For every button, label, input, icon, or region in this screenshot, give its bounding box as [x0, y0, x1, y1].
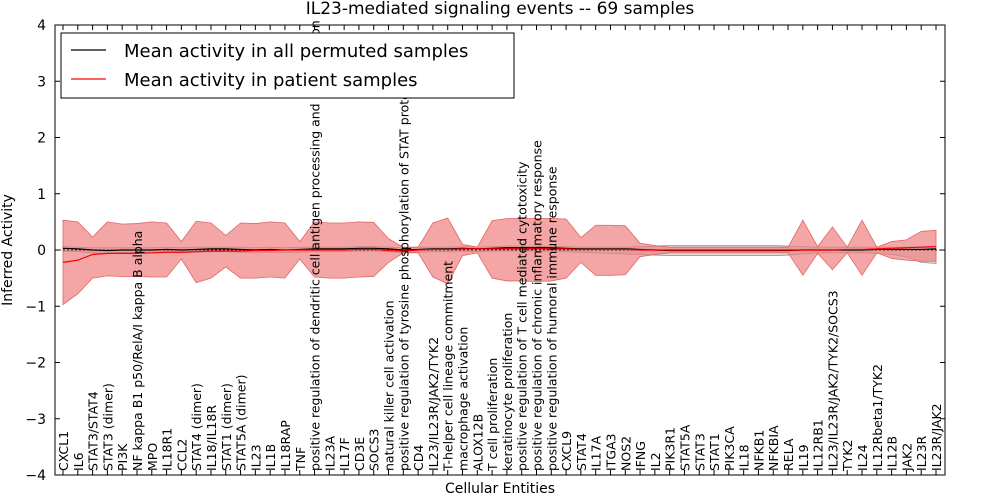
x-tick-label: IL6	[71, 452, 86, 471]
x-tick-label: PIK3R1	[663, 427, 678, 471]
x-tick-label: STAT5A	[677, 424, 692, 471]
x-tick-label: RELA	[781, 438, 796, 471]
x-tick-label: ALOX12B	[470, 414, 485, 471]
x-tick-label: SOCS3	[367, 429, 382, 471]
x-tick-label: IL12Rbeta1/TYK2	[870, 364, 885, 471]
y-tick-label: −2	[25, 356, 46, 372]
legend: Mean activity in all permuted samples Me…	[60, 32, 515, 99]
x-tick-label: IFNG	[633, 441, 648, 471]
x-tick-label: CXCL9	[559, 431, 574, 471]
legend-patient-label: Mean activity in patient samples	[124, 70, 418, 91]
x-tick-label: IL18RAP	[278, 420, 293, 471]
x-tick-label: IL12RB1	[811, 419, 826, 471]
y-tick-label: −4	[25, 468, 46, 484]
x-tick-label: NFKB1	[751, 430, 766, 471]
x-tick-label: STAT3 (dimer)	[100, 383, 115, 471]
legend-permuted-label: Mean activity in all permuted samples	[124, 41, 468, 62]
x-tick-label: IL23A	[322, 435, 337, 471]
x-tick-label: IL1B	[263, 444, 278, 471]
x-tick-label: CD3E	[352, 437, 367, 471]
x-tick-label: natural killer cell activation	[382, 300, 397, 471]
x-tick-label: positive regulation of dendritic cell an…	[308, 20, 323, 471]
x-tick-label: IL18R1	[160, 428, 175, 471]
x-tick-label: STAT1	[707, 433, 722, 471]
x-tick-label: T cell proliferation	[485, 358, 500, 472]
x-tick-label: positive regulation of chronic inflammat…	[529, 140, 544, 471]
legend-box	[60, 32, 515, 99]
y-axis-label: Inferred Activity	[0, 194, 16, 306]
x-tick-label: STAT3/STAT4	[86, 391, 101, 471]
y-tick-label: 4	[37, 18, 46, 34]
x-tick-label: STAT4	[574, 433, 589, 471]
x-tick-label: MPO	[145, 443, 160, 471]
chart-title: IL23-mediated signaling events -- 69 sam…	[306, 0, 695, 19]
x-tick-label: NF kappa B1 p50/RelA/I kappa B alpha	[130, 231, 145, 471]
x-tick-label: IL23R	[914, 435, 929, 471]
x-tick-label: CCL2	[174, 439, 189, 471]
x-tick-label: STAT5A (dimer)	[234, 375, 249, 471]
x-tick-label: IL18	[737, 444, 752, 471]
y-tick-label: 3	[37, 74, 46, 90]
x-tick-label: STAT4 (dimer)	[189, 383, 204, 471]
y-tick-label: 0	[37, 243, 46, 259]
y-tick-label: 1	[37, 187, 46, 203]
x-tick-label: positive regulation of T cell mediated c…	[515, 161, 530, 471]
x-tick-label: IL23/IL23R/JAK2/TYK2/SOCS3	[825, 290, 840, 471]
x-tick-label: IL17F	[337, 437, 352, 471]
x-tick-label: STAT1 (dimer)	[219, 383, 234, 471]
x-tick-label: T-helper cell lineage commitment	[441, 261, 456, 472]
x-tick-label: IL23/IL23R/JAK2/TYK2	[426, 337, 441, 471]
x-tick-label: TYK2	[840, 440, 855, 472]
x-tick-label: IL2	[648, 452, 663, 471]
x-axis-label: Cellular Entities	[445, 481, 555, 497]
x-tick-label: CD4	[411, 445, 426, 471]
x-tick-label: keratinocyte proliferation	[500, 313, 515, 471]
x-tick-label: ITGA3	[603, 433, 618, 471]
x-tick-label: IL19	[796, 444, 811, 471]
x-tick-label: positive regulation of tyrosine phosphor…	[396, 81, 411, 471]
x-tick-label: NOS2	[618, 436, 633, 471]
x-tick-label: IL12B	[885, 436, 900, 471]
x-tick-label: IL23R/JAK2	[929, 403, 944, 471]
x-tick-label: positive regulation of humoral immune re…	[544, 166, 559, 471]
x-tick-label: IL17A	[589, 435, 604, 471]
x-tick-label: IL18/IL18R	[204, 405, 219, 471]
x-tick-labels: CXCL1 IL6 STAT3/STAT4 STAT3 (dimer) PI3K NF k…	[56, 20, 944, 475]
patient-mean-line	[62, 246, 937, 263]
x-tick-label: STAT3	[692, 433, 707, 471]
x-tick-label: CXCL1	[56, 431, 71, 471]
x-tick-label: NFKBIA	[766, 425, 781, 471]
y-tick-label: −3	[25, 412, 46, 428]
x-tick-label: JAK2	[899, 443, 914, 472]
x-tick-label: IL24	[855, 444, 870, 471]
y-tick-label: 2	[37, 131, 46, 147]
x-tick-label: TNF	[293, 447, 308, 472]
y-tick-label: −1	[25, 299, 46, 315]
x-tick-label: macrophage activation	[456, 327, 471, 471]
x-tick-label: PI3K	[115, 443, 130, 471]
patient-band	[62, 217, 937, 306]
x-tick-label: PIK3CA	[722, 426, 737, 471]
series-lines	[55, 246, 945, 263]
x-tick-label: IL23	[248, 444, 263, 471]
plot-frame	[54, 24, 946, 476]
